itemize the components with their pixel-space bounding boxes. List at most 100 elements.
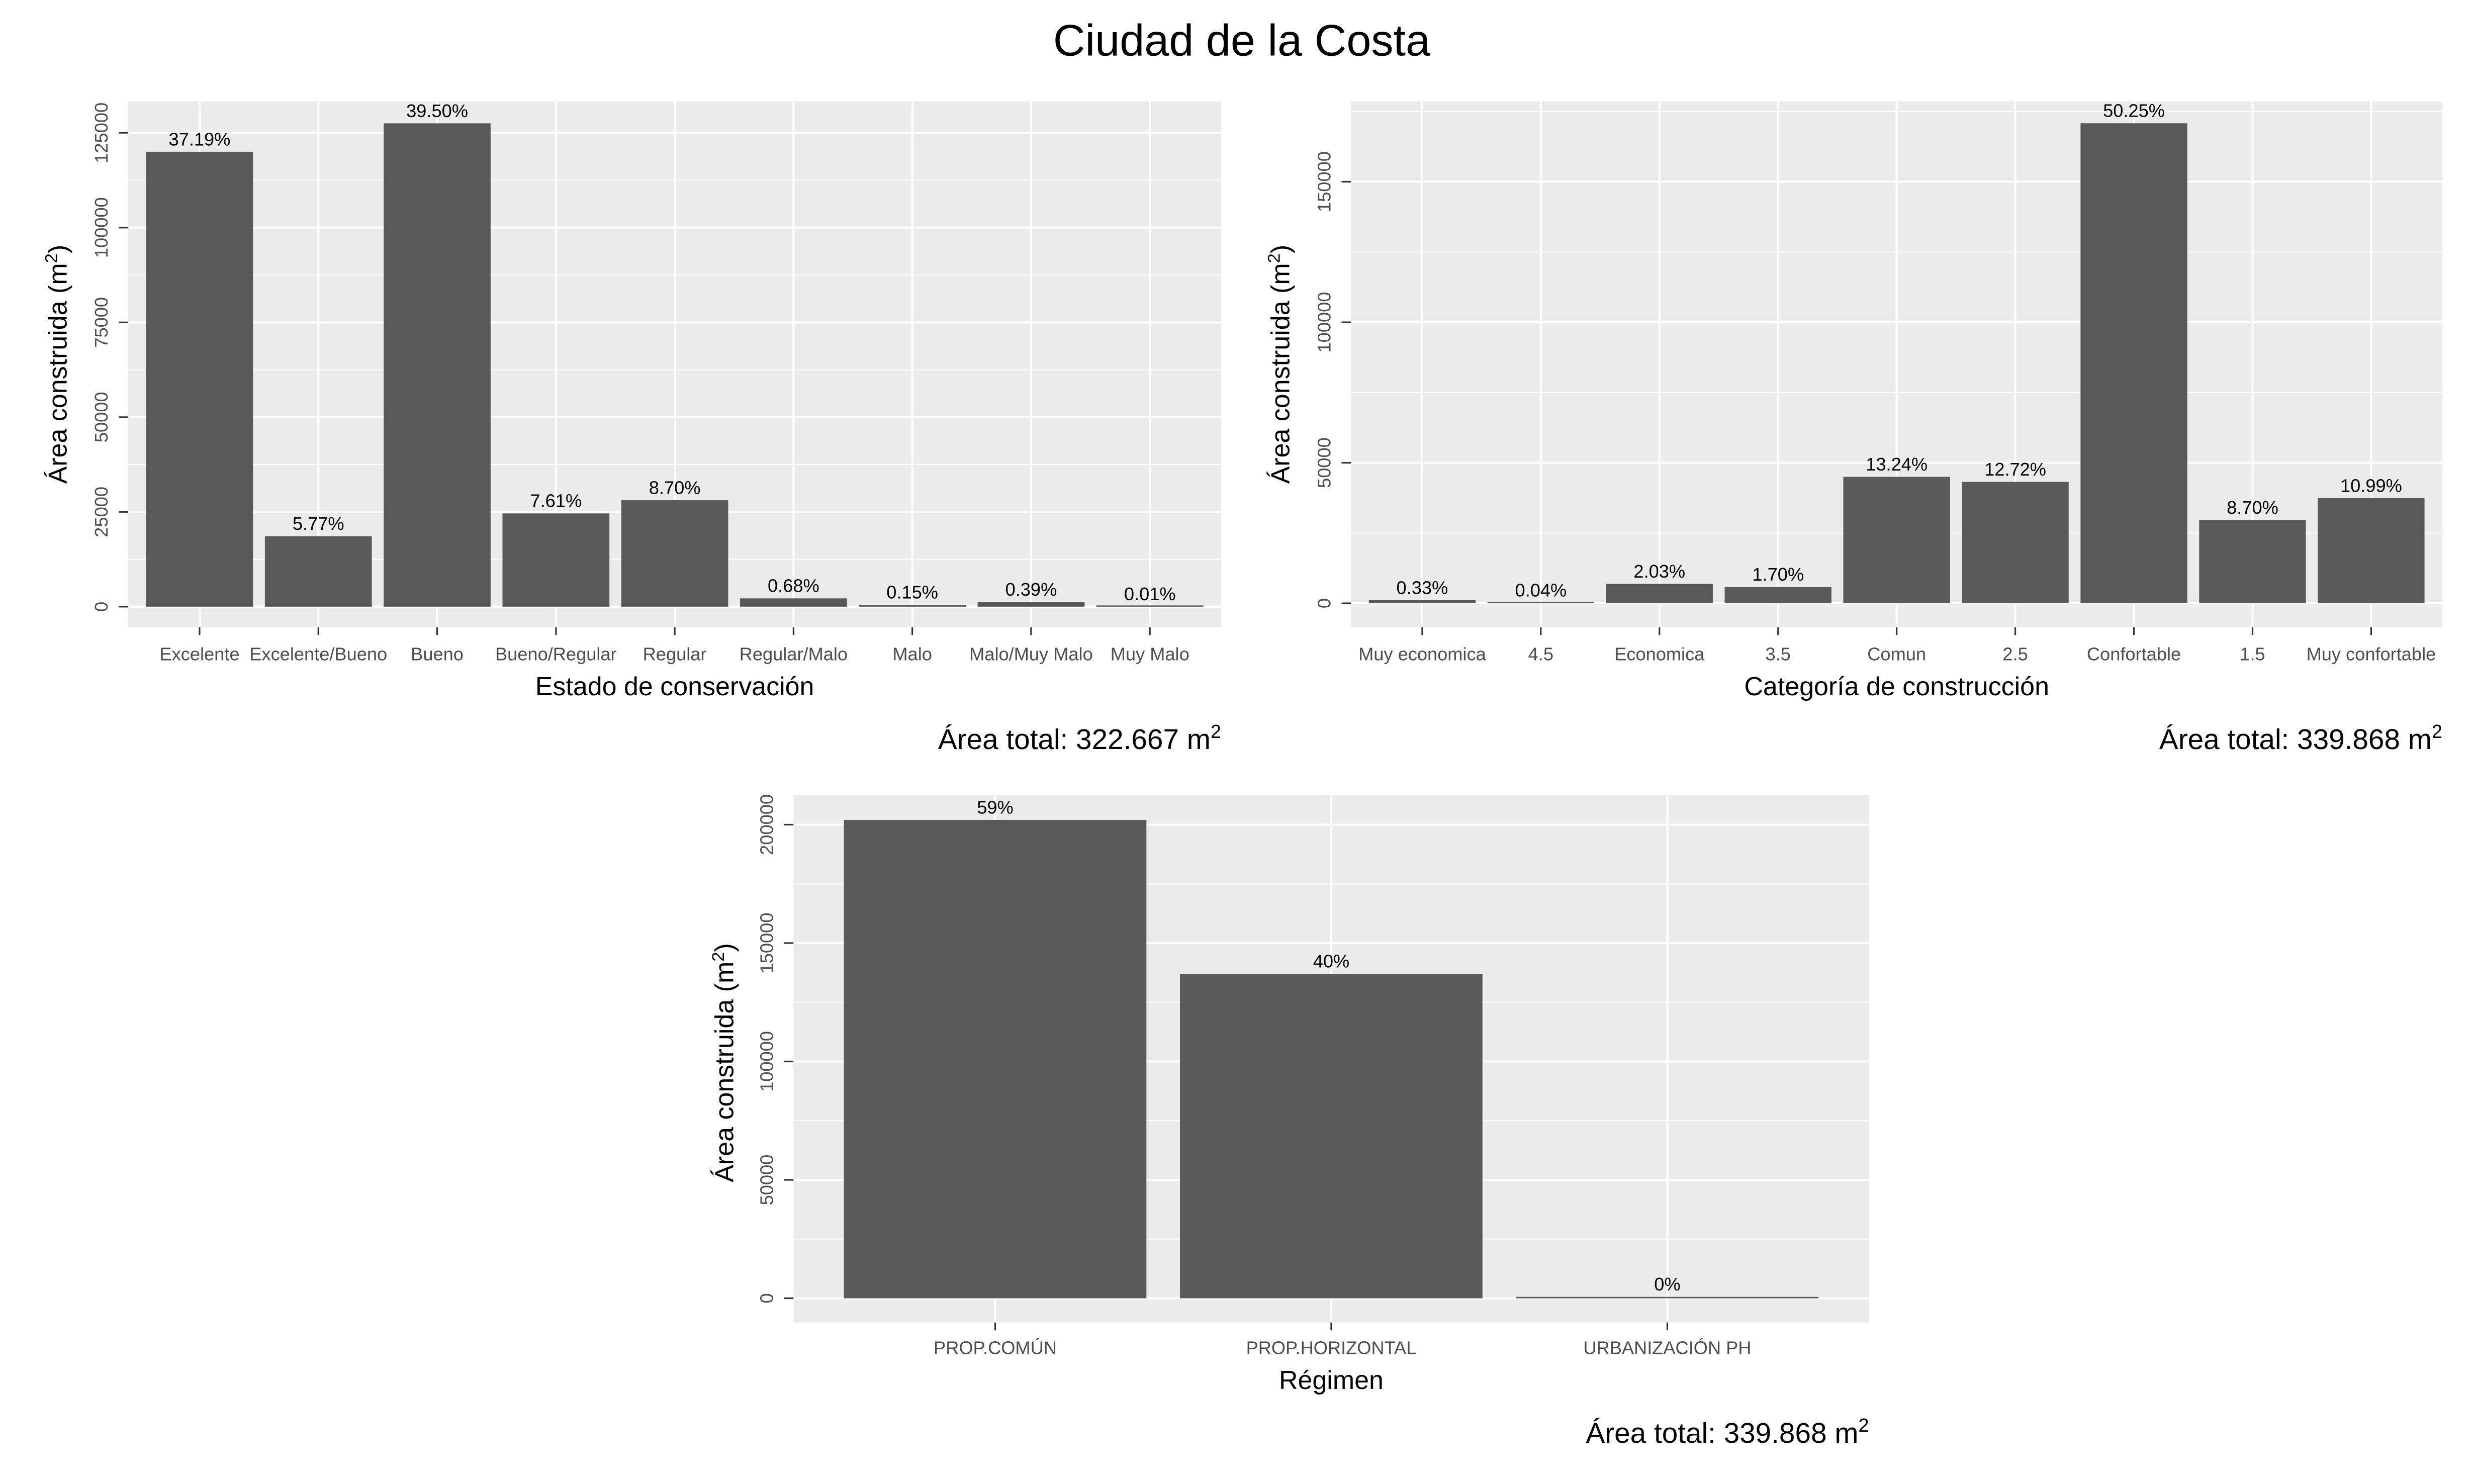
- x-tick-label: 2.5: [2002, 644, 2028, 665]
- y-tick-label: 100000: [1314, 292, 1334, 353]
- y-tick-label: 50000: [91, 392, 112, 442]
- bar-data-label: 0%: [1654, 1274, 1680, 1294]
- y-tick-label: 150000: [756, 913, 777, 974]
- y-axis-label: Área construida (m2): [709, 943, 740, 1182]
- x-tick-label: Confortable: [2087, 644, 2181, 665]
- bar-1: [844, 819, 1147, 1298]
- x-tick-label: Bueno: [411, 644, 464, 665]
- x-axis-label: Categoría de construcción: [1744, 672, 2049, 701]
- total-area-sup: 2: [1858, 1415, 1869, 1436]
- bar-2: [264, 536, 372, 607]
- bar-5: [1843, 477, 1950, 604]
- y-axis-label-text: Área construida (m: [710, 962, 740, 1182]
- bar-data-label: 0.15%: [886, 582, 938, 603]
- x-tick-label: URBANIZACIÓN PH: [1583, 1338, 1751, 1358]
- bar-1: [146, 151, 253, 607]
- chart-panel-1: 0 25000 50000 75000 100000 125000 37.19% 5.77% 3…: [42, 101, 1221, 756]
- bar-9: [1096, 605, 1204, 607]
- y-axis-label-sup: 2: [42, 253, 61, 263]
- y-tick-label: 50000: [756, 1155, 777, 1205]
- y-tick-label: 0: [756, 1293, 777, 1303]
- bar-data-label: 0.33%: [1397, 577, 1448, 598]
- bar-6: [1962, 482, 2069, 604]
- y-axis-label-text: Área construida (m: [43, 263, 72, 484]
- y-axis-label-tail: ): [43, 245, 72, 253]
- x-tick-label: Muy confortable: [2307, 644, 2436, 665]
- total-area-sup: 2: [1211, 721, 1221, 743]
- bar-9: [2318, 498, 2425, 604]
- y-axis-label: Área construida (m2): [42, 245, 72, 484]
- total-area-caption: Área total: 322.667 m2: [938, 721, 1221, 756]
- bar-data-label: 0.39%: [1005, 579, 1057, 600]
- bar-4: [502, 513, 610, 607]
- y-tick-label: 50000: [1314, 437, 1334, 488]
- bar-data-label: 5.77%: [293, 513, 344, 534]
- x-tick-label: 1.5: [2240, 644, 2265, 665]
- x-tick-label: Muy economica: [1358, 644, 1486, 665]
- bar-data-label: 13.24%: [1866, 454, 1928, 475]
- y-tick-label: 125000: [91, 103, 112, 163]
- y-axis-label-sup: 2: [709, 952, 728, 961]
- bar-data-label: 59%: [977, 797, 1014, 817]
- y-tick-label: 75000: [91, 297, 112, 348]
- bar-data-label: 12.72%: [1984, 459, 2046, 480]
- x-tick-label: Comun: [1867, 644, 1926, 665]
- bar-data-label: 0.01%: [1124, 584, 1176, 604]
- y-tick-label: 0: [1314, 598, 1334, 608]
- x-tick-label: Excelente: [159, 644, 239, 665]
- y-axis-label-sup: 2: [1265, 253, 1284, 263]
- y-tick-label: 100000: [91, 197, 112, 258]
- x-tick-label: PROP.COMÚN: [934, 1338, 1057, 1358]
- bar-data-label: 2.03%: [1633, 561, 1685, 582]
- bar-data-label: 50.25%: [2103, 101, 2165, 121]
- total-area-text: Área total: 339.868 m: [2159, 724, 2432, 756]
- chart-panel-2: 0 50000 100000 150000 0.33% 0.04% 2.03% 1.70% 13…: [1265, 101, 2442, 756]
- bar-8: [2199, 520, 2306, 604]
- total-area-caption: Área total: 339.868 m2: [2159, 721, 2442, 756]
- bar-data-label: 7.61%: [530, 491, 582, 511]
- x-axis-label: Régimen: [1279, 1366, 1384, 1395]
- bar-2: [1487, 602, 1595, 604]
- x-tick-label: Economica: [1614, 644, 1705, 665]
- bar-2: [1180, 974, 1483, 1298]
- y-tick-label: 0: [91, 602, 112, 612]
- bar-data-label: 1.70%: [1752, 564, 1804, 585]
- total-area-sup: 2: [2432, 721, 2442, 743]
- x-tick-label: 4.5: [1528, 644, 1553, 665]
- x-tick-label: PROP.HORIZONTAL: [1246, 1338, 1417, 1358]
- bar-7: [859, 605, 966, 607]
- x-tick-label: Bueno/Regular: [495, 644, 617, 665]
- y-tick-label: 150000: [1314, 151, 1334, 212]
- total-area-text: Área total: 322.667 m: [938, 724, 1211, 756]
- bar-3: [1606, 584, 1713, 604]
- x-tick-label: 3.5: [1766, 644, 1791, 665]
- bar-5: [621, 500, 728, 607]
- x-tick-label: Muy Malo: [1111, 644, 1189, 665]
- bar-3: [1516, 1296, 1819, 1298]
- bar-1: [1368, 600, 1476, 604]
- total-area-caption: Área total: 339.868 m2: [1586, 1415, 1869, 1449]
- x-tick-label: Excelente/Bueno: [249, 644, 387, 665]
- x-tick-label: Malo/Muy Malo: [969, 644, 1093, 665]
- x-axis-label: Estado de conservación: [535, 672, 814, 701]
- total-area-text: Área total: 339.868 m: [1586, 1418, 1858, 1449]
- y-axis-label-text: Área construida (m: [1266, 263, 1295, 484]
- bar-data-label: 8.70%: [2227, 497, 2278, 518]
- bar-data-label: 8.70%: [649, 477, 701, 498]
- bar-data-label: 0.04%: [1515, 580, 1567, 601]
- bar-data-label: 37.19%: [169, 129, 231, 149]
- y-axis-label-tail: ): [1266, 245, 1295, 253]
- y-tick-label: 200000: [756, 794, 777, 855]
- bar-3: [384, 123, 491, 607]
- x-tick-label: Regular: [643, 644, 707, 665]
- bar-data-label: 39.50%: [406, 101, 468, 121]
- bar-data-label: 0.68%: [768, 576, 819, 596]
- x-tick-label: Malo: [892, 644, 932, 665]
- y-tick-label: 25000: [91, 487, 112, 537]
- figure-title: Ciudad de la Costa: [1053, 15, 1431, 65]
- y-tick-label: 100000: [756, 1031, 777, 1092]
- bar-4: [1724, 587, 1831, 604]
- bar-7: [2080, 123, 2187, 604]
- chart-panel-3: 0 50000 100000 150000 200000 59% 40% 0% PROP.COM…: [709, 794, 1869, 1449]
